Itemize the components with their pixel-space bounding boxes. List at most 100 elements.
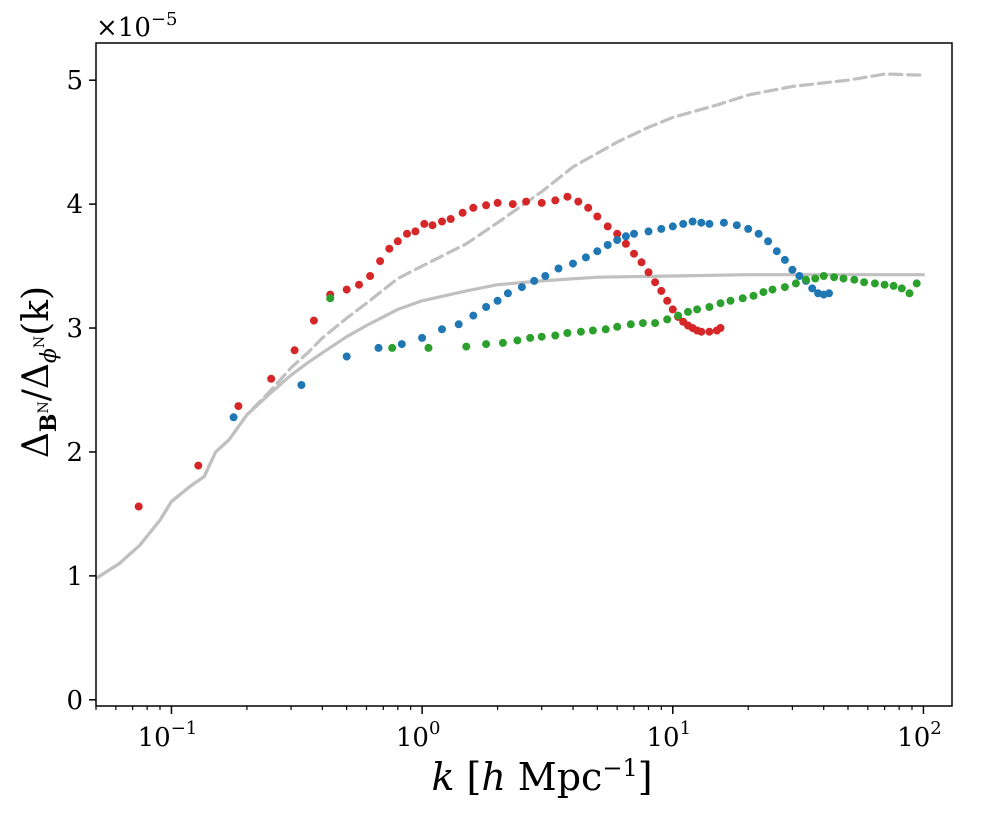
x-tick-label: 102 xyxy=(897,718,942,753)
point-green xyxy=(663,315,672,324)
point-green xyxy=(897,284,906,293)
point-green xyxy=(726,296,735,305)
point-green xyxy=(551,331,560,340)
point-green xyxy=(830,273,839,282)
point-blue xyxy=(697,218,706,227)
point-red xyxy=(428,221,437,230)
point-blue xyxy=(438,325,446,334)
point-green xyxy=(684,307,692,316)
point-red xyxy=(668,305,677,314)
point-green xyxy=(613,322,622,331)
point-blue xyxy=(517,283,526,292)
point-red xyxy=(438,217,446,226)
point-red xyxy=(134,502,143,511)
point-red xyxy=(630,249,638,258)
point-red xyxy=(376,257,385,266)
point-blue xyxy=(732,221,741,230)
point-red xyxy=(697,327,706,336)
point-blue xyxy=(581,253,590,262)
point-green xyxy=(651,319,660,328)
point-blue xyxy=(630,229,638,238)
y-axis-label: ΔBN/ΔϕN(k) xyxy=(16,286,62,458)
x-tick-label: 101 xyxy=(647,718,692,753)
point-red xyxy=(342,285,351,294)
y-tick-label: 1 xyxy=(66,562,83,592)
point-green xyxy=(388,343,397,352)
point-green xyxy=(513,336,522,345)
point-red xyxy=(403,229,411,238)
point-blue xyxy=(493,296,502,305)
point-red xyxy=(366,272,375,280)
point-blue xyxy=(754,229,763,238)
point-red xyxy=(663,296,672,305)
point-red xyxy=(482,201,491,210)
x-axis-label: k [h Mpc−1] xyxy=(431,754,652,799)
point-green xyxy=(905,289,914,298)
y-tick-label: 0 xyxy=(66,686,83,716)
point-blue xyxy=(808,284,817,293)
point-green xyxy=(576,327,585,336)
point-blue xyxy=(688,217,697,226)
point-green xyxy=(819,272,828,280)
point-red xyxy=(493,198,502,207)
point-blue xyxy=(541,272,550,280)
point-red xyxy=(385,244,394,253)
point-blue xyxy=(788,265,797,274)
point-blue xyxy=(780,255,789,264)
point-blue xyxy=(593,247,602,256)
point-green xyxy=(638,319,647,328)
point-blue xyxy=(229,413,238,422)
point-blue xyxy=(613,236,622,244)
point-red xyxy=(458,208,467,217)
point-blue xyxy=(469,311,478,320)
point-green xyxy=(498,338,507,347)
point-green xyxy=(870,279,879,288)
series-blue xyxy=(229,217,833,422)
point-blue xyxy=(657,224,666,233)
point-green xyxy=(588,326,597,335)
point-blue xyxy=(374,343,383,352)
point-green xyxy=(462,342,471,351)
point-red xyxy=(309,316,318,325)
y-tick-label: 5 xyxy=(66,66,83,96)
plot-frame xyxy=(95,42,953,707)
point-green xyxy=(811,274,820,283)
point-red xyxy=(267,374,276,383)
point-red xyxy=(716,324,725,332)
point-blue xyxy=(530,276,539,285)
point-blue xyxy=(679,219,688,228)
point-red xyxy=(705,327,714,336)
point-green xyxy=(738,294,747,303)
point-green xyxy=(759,288,768,297)
point-blue xyxy=(569,259,577,268)
point-green xyxy=(674,311,683,320)
point-red xyxy=(657,286,666,295)
point-red xyxy=(551,196,560,205)
point-blue xyxy=(744,224,753,233)
point-green xyxy=(889,281,898,290)
point-blue xyxy=(668,222,677,231)
point-green xyxy=(780,283,789,292)
point-red xyxy=(194,461,203,470)
point-green xyxy=(880,280,889,289)
point-blue xyxy=(621,232,630,241)
point-blue xyxy=(482,303,491,311)
point-red xyxy=(446,215,455,223)
point-blue xyxy=(418,333,427,342)
x-tick-label: 100 xyxy=(396,718,441,753)
point-red xyxy=(411,227,420,236)
point-green xyxy=(526,333,535,342)
point-blue xyxy=(825,289,833,298)
point-red xyxy=(644,268,653,277)
point-blue xyxy=(603,241,612,249)
point-red xyxy=(651,278,660,287)
point-blue xyxy=(772,247,781,256)
line-grey-solid xyxy=(96,273,925,580)
y-tick-label: 2 xyxy=(66,438,83,468)
point-blue xyxy=(454,320,463,329)
point-green xyxy=(749,291,758,300)
point-green xyxy=(839,274,848,283)
point-blue xyxy=(795,272,804,280)
point-red xyxy=(584,203,593,212)
